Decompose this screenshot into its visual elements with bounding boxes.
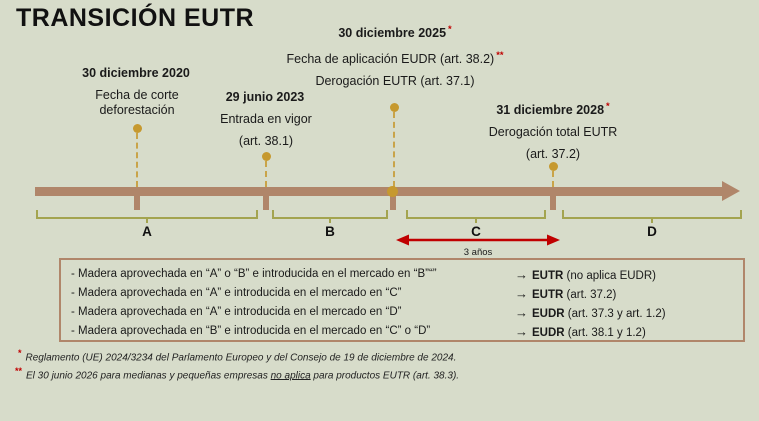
rule-regulation: EUDR xyxy=(532,327,565,339)
milestone-date-text: 29 junio 2023 xyxy=(225,90,305,105)
rule-result: → EUTR (art. 37.2) xyxy=(515,284,616,305)
arrow-icon: → xyxy=(515,286,528,301)
rule-detail: (art. 37.3 y art. 1.2) xyxy=(567,308,666,320)
rules-box: - Madera aprovechada en “A” o “B” e intr… xyxy=(59,258,745,342)
segment-bracket-c xyxy=(406,210,546,223)
milestone-description: (art. 37.2) xyxy=(525,147,581,162)
segment-bracket-b xyxy=(272,210,388,223)
milestone-date-text: 30 diciembre 2025 xyxy=(338,26,447,41)
rule-detail: (art. 37.2) xyxy=(566,289,617,301)
segment-label-c: C xyxy=(471,224,481,239)
timeline-tick-2023 xyxy=(263,190,269,210)
timeline-tick-2028 xyxy=(550,190,556,210)
double-asterisk-marker: ** xyxy=(15,366,23,376)
rule-condition: - Madera aprovechada en “B” e introducid… xyxy=(71,325,431,337)
milestone-date-text: 31 diciembre 2028 xyxy=(496,103,605,118)
milestone-description: (art. 38.1) xyxy=(238,134,294,149)
milestone-2023: 29 junio 2023 Entrada en vigor (art. 38.… xyxy=(186,86,346,149)
milestone-connector xyxy=(552,171,554,187)
arrow-icon: → xyxy=(515,305,528,320)
milestone-description: Derogación EUTR (art. 37.1) xyxy=(315,74,475,89)
milestone-date: 29 junio 2023 xyxy=(186,86,346,105)
rule-regulation: EUDR xyxy=(532,308,565,320)
page-title: TRANSICIÓN EUTR xyxy=(16,4,255,32)
milestone-date: 31 diciembre 2028 * xyxy=(453,99,653,118)
milestone-dot xyxy=(549,162,558,171)
asterisk-marker: * xyxy=(18,348,22,358)
footnote-text: para productos EUTR (art. 38.3). xyxy=(310,370,460,382)
segment-bracket-d xyxy=(562,210,742,223)
rule-regulation: EUTR xyxy=(532,289,564,301)
segment-label-d: D xyxy=(647,224,657,239)
rule-row: - Madera aprovechada en “A” e introducid… xyxy=(71,284,743,303)
timeline-bar xyxy=(35,187,724,196)
milestone-dot xyxy=(262,152,271,161)
rule-result: → EUDR (art. 38.1 y 1.2) xyxy=(515,322,646,343)
rule-row: - Madera aprovechada en “B” e introducid… xyxy=(71,322,743,341)
arrow-icon: → xyxy=(515,324,528,339)
footnote-text: El 30 junio 2026 para medianas y pequeña… xyxy=(26,370,271,382)
rule-detail: (no aplica EUDR) xyxy=(566,270,656,282)
rule-condition: - Madera aprovechada en “A” e introducid… xyxy=(71,287,402,299)
milestone-description: Fecha de aplicación EUDR (art. 38.2) ** xyxy=(265,48,525,67)
asterisk-marker: * xyxy=(606,101,610,111)
rule-condition: - Madera aprovechada en “A” e introducid… xyxy=(71,306,402,318)
timeline-tick-2025 xyxy=(390,190,396,210)
milestone-2025: 30 diciembre 2025 * Fecha de aplicación E… xyxy=(265,22,525,89)
rule-result: → EUTR (no aplica EUDR) xyxy=(515,265,656,286)
rule-row: - Madera aprovechada en “A” e introducid… xyxy=(71,303,743,322)
milestone-connector xyxy=(393,112,395,187)
milestone-description: Entrada en vigor xyxy=(220,112,312,127)
footnote-text: Reglamento (UE) 2024/3234 del Parlamento… xyxy=(25,352,457,364)
double-asterisk-marker: ** xyxy=(496,50,504,61)
asterisk-marker: * xyxy=(448,24,452,34)
milestone-2020: 30 diciembre 2020 Fecha de corte defores… xyxy=(47,62,227,118)
footnote-2: ** El 30 junio 2026 para medianas y peque… xyxy=(15,366,459,381)
milestone-dot xyxy=(390,103,399,112)
milestone-date-text: 30 diciembre 2020 xyxy=(82,66,190,81)
timeline-dot-2025 xyxy=(387,186,398,197)
milestone-description-text: Fecha de aplicación EUDR (art. 38.2) xyxy=(286,52,495,67)
arrow-icon: → xyxy=(515,267,528,282)
rule-condition: - Madera aprovechada en “A” o “B” e intr… xyxy=(71,268,437,280)
footnote-1: * Reglamento (UE) 2024/3234 del Parlament… xyxy=(18,348,456,363)
duration-arrow-icon xyxy=(396,234,560,246)
milestone-connector xyxy=(136,133,138,187)
footnote-underlined-text: no aplica xyxy=(270,370,311,382)
milestone-connector xyxy=(265,161,267,187)
milestone-dot xyxy=(133,124,142,133)
milestone-description: deforestación xyxy=(99,103,175,118)
milestone-description: Fecha de corte xyxy=(95,88,179,103)
duration-label: 3 años xyxy=(463,247,493,258)
rule-row: - Madera aprovechada en “A” o “B” e intr… xyxy=(71,265,743,284)
milestone-description: Derogación total EUTR xyxy=(488,125,618,140)
rule-detail: (art. 38.1 y 1.2) xyxy=(567,327,646,339)
segment-label-b: B xyxy=(325,224,335,239)
rule-result: → EUDR (art. 37.3 y art. 1.2) xyxy=(515,303,666,324)
milestone-2028: 31 diciembre 2028 * Derogación total EUTR… xyxy=(453,99,653,162)
timeline-arrowhead-icon xyxy=(722,181,740,201)
segment-bracket-a xyxy=(36,210,258,223)
milestone-date: 30 diciembre 2025 * xyxy=(265,22,525,41)
milestone-date: 30 diciembre 2020 xyxy=(47,62,227,81)
timeline-tick-2020 xyxy=(134,190,140,210)
rule-regulation: EUTR xyxy=(532,270,564,282)
segment-label-a: A xyxy=(142,224,152,239)
